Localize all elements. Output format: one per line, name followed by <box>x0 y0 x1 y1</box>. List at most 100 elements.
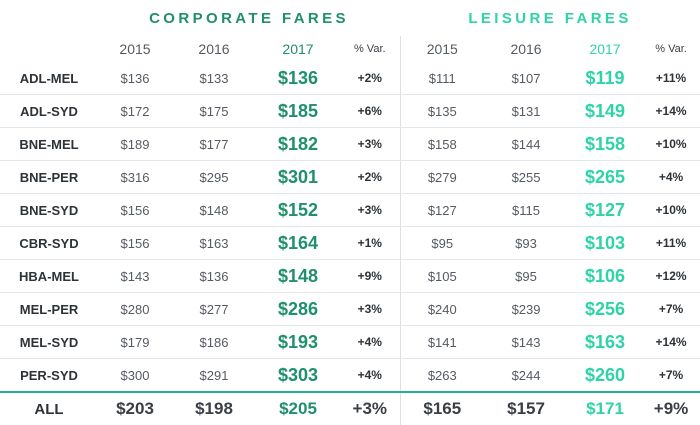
route-label: MEL-SYD <box>0 325 98 359</box>
total-corporate-var: +3% <box>340 391 401 425</box>
leisure-2015-cell: $141 <box>399 325 485 359</box>
corporate-2017-cell: $148 <box>256 259 340 293</box>
total-leisure-var: +9% <box>642 391 700 425</box>
leisure-2017-cell: $163 <box>568 325 643 359</box>
leisure-2016-cell: $144 <box>484 127 569 161</box>
leisure-col-2016: 2016 <box>510 41 542 57</box>
table-row: BNE-MEL $189 $177 $182 +3% $158 $144 $158 +10% <box>0 127 700 161</box>
route-label: HBA-MEL <box>0 259 98 293</box>
route-label: BNE-PER <box>0 160 98 194</box>
column-header-row: 2015 2016 2017 % Var. 2015 2016 2017 % V… <box>0 36 700 62</box>
corporate-2016-cell: $136 <box>172 259 256 293</box>
corporate-2017-cell: $185 <box>256 94 340 128</box>
corporate-var-cell: +2% <box>340 62 401 95</box>
table-row: ADL-MEL $136 $133 $136 +2% $111 $107 $119 +11% <box>0 62 700 95</box>
leisure-col-2017: 2017 <box>589 41 621 57</box>
route-label: CBR-SYD <box>0 226 98 260</box>
leisure-2015-cell: $105 <box>399 259 485 293</box>
table-row: BNE-PER $316 $295 $301 +2% $279 $255 $265 +4% <box>0 160 700 194</box>
table-row: HBA-MEL $143 $136 $148 +9% $105 $95 $106 +12% <box>0 259 700 293</box>
corporate-2017-cell: $193 <box>256 325 340 359</box>
corporate-2017-cell: $301 <box>256 160 340 194</box>
leisure-2017-cell: $265 <box>568 160 643 194</box>
leisure-2015-cell: $127 <box>399 193 485 227</box>
corporate-col-2015: 2015 <box>119 41 151 57</box>
total-row: ALL $203 $198 $205 +3% $165 $157 $171 +9… <box>0 391 700 425</box>
corporate-2015-cell: $300 <box>98 358 172 393</box>
corporate-2016-cell: $177 <box>172 127 256 161</box>
corporate-2016-cell: $295 <box>172 160 256 194</box>
total-corporate-2016: $198 <box>172 391 256 425</box>
leisure-2015-cell: $135 <box>399 94 485 128</box>
leisure-col-2015: 2015 <box>399 36 485 62</box>
table-row: BNE-SYD $156 $148 $152 +3% $127 $115 $127 +10% <box>0 193 700 227</box>
table-row: ADL-SYD $172 $175 $185 +6% $135 $131 $149 +14% <box>0 94 700 128</box>
corporate-var-cell: +2% <box>340 160 401 194</box>
corporate-fares-title: CORPORATE FARES <box>149 9 349 27</box>
corporate-var-cell: +3% <box>340 127 401 161</box>
leisure-var-cell: +14% <box>642 94 700 128</box>
route-label: ADL-SYD <box>0 94 98 128</box>
corporate-2016-cell: $291 <box>172 358 256 393</box>
leisure-2015-cell: $158 <box>399 127 485 161</box>
total-route-label: ALL <box>0 391 98 425</box>
corporate-col-2016: 2016 <box>198 41 230 57</box>
leisure-var-cell: +12% <box>642 259 700 293</box>
leisure-fares-title: LEISURE FARES <box>468 9 632 27</box>
group-header-row: CORPORATE FARES LEISURE FARES <box>0 0 700 36</box>
leisure-2016-cell: $244 <box>484 358 569 393</box>
table-row: CBR-SYD $156 $163 $164 +1% $95 $93 $103 +11% <box>0 226 700 260</box>
table-row: MEL-SYD $179 $186 $193 +4% $141 $143 $163 +14% <box>0 325 700 359</box>
corporate-2017-cell: $164 <box>256 226 340 260</box>
leisure-2016-cell: $107 <box>484 62 569 95</box>
corporate-2015-cell: $156 <box>98 193 172 227</box>
corporate-var-cell: +3% <box>340 193 401 227</box>
corporate-var-cell: +4% <box>340 358 401 393</box>
total-corporate-2015: $203 <box>98 391 172 425</box>
total-leisure-2017: $171 <box>568 391 643 425</box>
corporate-2016-cell: $175 <box>172 94 256 128</box>
route-label: ADL-MEL <box>0 62 98 95</box>
corporate-var-cell: +3% <box>340 292 401 326</box>
leisure-col-var: % Var. <box>655 43 687 55</box>
corporate-2016-cell: $148 <box>172 193 256 227</box>
corporate-2016-cell: $163 <box>172 226 256 260</box>
corporate-2016-cell: $186 <box>172 325 256 359</box>
corporate-2017-cell: $286 <box>256 292 340 326</box>
leisure-2017-cell: $260 <box>568 358 643 393</box>
corporate-col-2017: 2017 <box>282 41 314 57</box>
route-label: BNE-MEL <box>0 127 98 161</box>
corporate-2015-cell: $143 <box>98 259 172 293</box>
corner-cell <box>0 0 98 36</box>
total-corporate-2017: $205 <box>256 391 340 425</box>
leisure-2016-cell: $239 <box>484 292 569 326</box>
leisure-var-cell: +11% <box>642 226 700 260</box>
leisure-var-cell: +10% <box>642 193 700 227</box>
leisure-2017-cell: $149 <box>568 94 643 128</box>
corporate-var-cell: +4% <box>340 325 401 359</box>
leisure-2015-cell: $111 <box>399 62 485 95</box>
route-label: PER-SYD <box>0 358 98 393</box>
leisure-var-cell: +10% <box>642 127 700 161</box>
leisure-var-cell: +14% <box>642 325 700 359</box>
leisure-2015-cell: $95 <box>399 226 485 260</box>
table-row: MEL-PER $280 $277 $286 +3% $240 $239 $256 +7% <box>0 292 700 326</box>
corporate-2017-cell: $136 <box>256 62 340 95</box>
leisure-2017-cell: $158 <box>568 127 643 161</box>
leisure-var-cell: +7% <box>642 358 700 393</box>
leisure-2016-cell: $95 <box>484 259 569 293</box>
table-row: PER-SYD $300 $291 $303 +4% $263 $244 $260 +7% <box>0 358 700 393</box>
leisure-2017-cell: $256 <box>568 292 643 326</box>
corporate-2016-cell: $133 <box>172 62 256 95</box>
corporate-2015-cell: $136 <box>98 62 172 95</box>
corporate-var-cell: +1% <box>340 226 401 260</box>
corporate-2015-cell: $179 <box>98 325 172 359</box>
corporate-2017-cell: $182 <box>256 127 340 161</box>
leisure-2016-cell: $143 <box>484 325 569 359</box>
leisure-2016-cell: $93 <box>484 226 569 260</box>
fares-body: ADL-MEL $136 $133 $136 +2% $111 $107 $119 +11% AD… <box>0 62 700 393</box>
corporate-col-var: % Var. <box>353 43 386 55</box>
corporate-2017-cell: $303 <box>256 358 340 393</box>
corporate-2015-cell: $156 <box>98 226 172 260</box>
leisure-var-cell: +4% <box>642 160 700 194</box>
